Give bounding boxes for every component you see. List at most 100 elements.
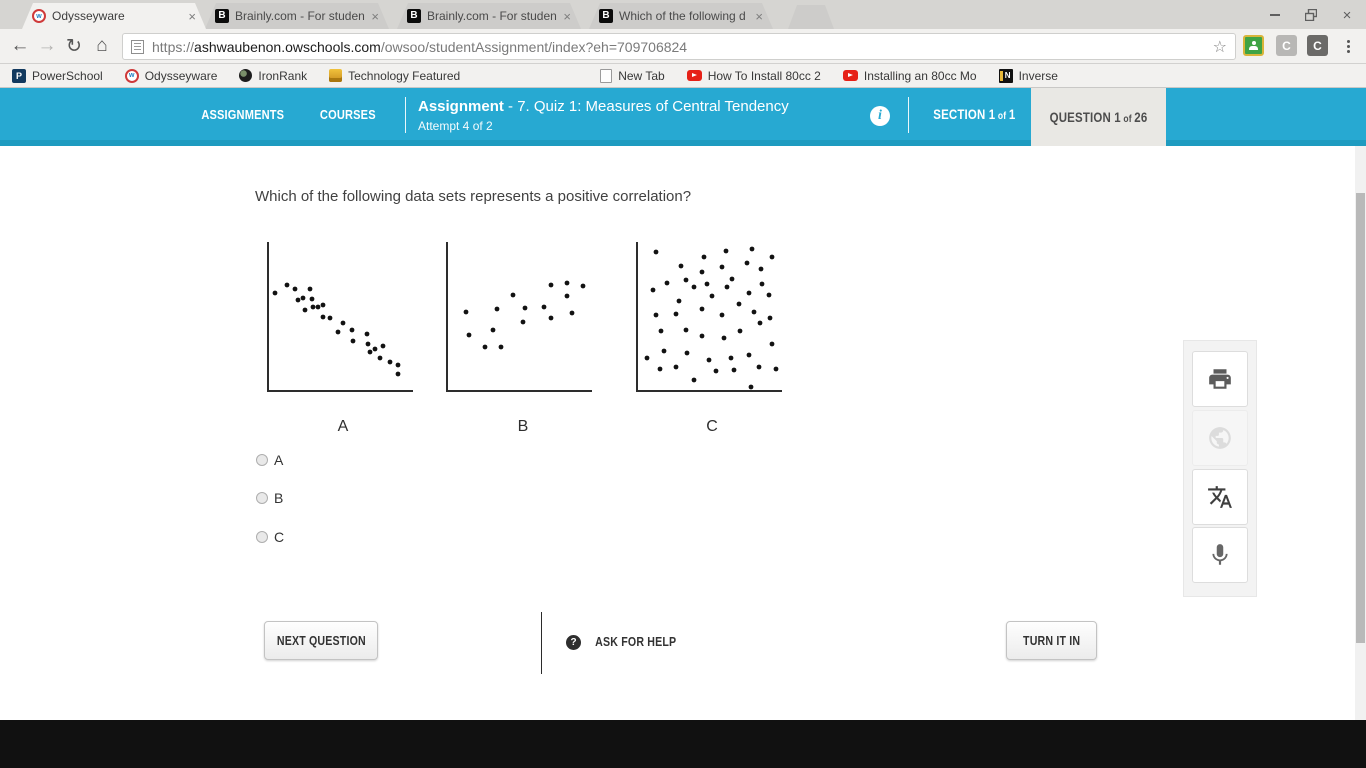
globe-button (1192, 410, 1248, 466)
radio-label-a[interactable]: A (274, 452, 284, 468)
radio-label-b[interactable]: B (274, 490, 284, 506)
tab-title: Brainly.com - For studen (427, 9, 557, 23)
blank-page-icon (600, 68, 613, 83)
minimize-icon[interactable] (1264, 6, 1286, 24)
bookmark-youtube-2[interactable]: Installing an 80cc Mo (842, 68, 977, 83)
bookmarks-bar: P PowerSchool w Odysseyware IronRank Tec… (0, 64, 1366, 88)
restore-icon[interactable] (1300, 6, 1322, 24)
url-scheme: https:// (152, 38, 195, 55)
classroom-extension-icon[interactable] (1243, 35, 1264, 56)
bookmark-new-tab[interactable]: New Tab (600, 68, 665, 83)
help-icon[interactable]: ? (566, 635, 581, 650)
close-tab-icon[interactable]: × (371, 8, 379, 24)
plot-label-c: C (706, 418, 718, 435)
chromeos-shelf: 11:33 US (0, 720, 1366, 768)
radio-option-a[interactable] (256, 454, 268, 466)
question-text: Which of the following data sets represe… (255, 188, 692, 205)
microphone-button[interactable] (1192, 527, 1248, 583)
url-text: https://ashwaubenon.owschools.com/owsoo/… (152, 39, 1205, 55)
url-path: /owsoo/studentAssignment/index?eh=709706… (380, 38, 688, 55)
bookmark-ironrank[interactable]: IronRank (239, 69, 307, 83)
bookmark-star-icon[interactable]: ☆ (1212, 38, 1227, 56)
tab-title: Brainly.com - For studen (235, 9, 365, 23)
close-tab-icon[interactable]: × (563, 8, 571, 24)
brainly-favicon-icon: B (407, 9, 421, 23)
tab-brainly-2[interactable]: B Brainly.com - For studen × (397, 3, 581, 29)
reload-icon[interactable]: ↻ (66, 35, 82, 57)
assignment-label: Assignment (418, 98, 504, 115)
assignment-title: - 7. Quiz 1: Measures of Central Tendenc… (503, 98, 789, 115)
radio-label-c[interactable]: C (274, 529, 285, 545)
header-divider (405, 97, 406, 133)
bookmark-youtube-1[interactable]: How To Install 80cc 2 (686, 69, 821, 83)
window-controls: × (1264, 6, 1358, 24)
forward-icon[interactable]: → (37, 35, 57, 56)
radio-option-b[interactable] (256, 492, 268, 504)
browser-tab-strip: w Odysseyware × B Brainly.com - For stud… (0, 0, 1366, 29)
chrome-menu-icon[interactable] (1347, 45, 1350, 48)
address-bar[interactable]: https://ashwaubenon.owschools.com/owsoo/… (122, 33, 1236, 60)
attempt-label: Attempt 4 of 2 (418, 119, 493, 133)
tab-section[interactable]: SECTION 1 of 1 (933, 106, 1016, 122)
tab-odysseyware[interactable]: w Odysseyware × (22, 3, 206, 29)
info-icon[interactable]: i (870, 106, 890, 126)
bookmark-label: IronRank (258, 68, 308, 83)
plot-label-b: B (517, 418, 529, 435)
print-button[interactable] (1192, 351, 1248, 407)
scatter-plot-c (636, 242, 782, 392)
powerschool-icon: P (12, 68, 26, 83)
bookmark-label: Installing an 80cc Mo (863, 68, 977, 83)
side-tool-panel (1183, 340, 1257, 597)
radio-option-c[interactable] (256, 531, 268, 543)
inverse-icon: N (998, 68, 1013, 83)
globe-icon (1209, 427, 1231, 449)
bookmark-odysseyware[interactable]: w Odysseyware (124, 68, 218, 83)
nav-courses[interactable]: COURSES (320, 106, 376, 122)
close-tab-icon[interactable]: × (755, 8, 763, 24)
close-window-icon[interactable]: × (1342, 6, 1352, 24)
new-tab-button[interactable] (788, 5, 834, 29)
next-question-button[interactable]: NEXT QUESTION (264, 621, 378, 660)
tab-title: Which of the following d (619, 9, 746, 23)
translate-button[interactable] (1192, 469, 1248, 525)
bookmark-label: New Tab (618, 68, 665, 83)
printer-icon (1209, 369, 1231, 389)
brainly-favicon-icon: B (215, 9, 229, 23)
close-tab-icon[interactable]: × (188, 8, 196, 24)
tab-brainly-1[interactable]: B Brainly.com - For studen × (205, 3, 389, 29)
header-shade (0, 140, 1366, 146)
brainly-favicon-icon: B (599, 9, 613, 23)
browser-toolbar: ← → ↻ ⌂ https://ashwaubenon.owschools.co… (0, 29, 1366, 64)
footer-divider (541, 612, 542, 674)
bookmark-powerschool[interactable]: P PowerSchool (12, 68, 103, 83)
header-divider (908, 97, 909, 133)
translate-icon (1208, 486, 1232, 508)
turn-it-in-button[interactable]: TURN IT IN (1006, 621, 1097, 660)
ask-for-help-button[interactable]: ASK FOR HELP (595, 635, 677, 649)
youtube-icon (686, 70, 702, 81)
home-icon[interactable]: ⌂ (96, 35, 108, 56)
technology-icon (329, 69, 343, 82)
bookmark-inverse[interactable]: N Inverse (998, 68, 1058, 83)
odysseyware-icon: w (124, 68, 139, 83)
bookmark-label: PowerSchool (32, 68, 103, 83)
plot-label-a: A (337, 418, 349, 435)
bookmark-label: Odysseyware (144, 68, 218, 83)
tab-question[interactable]: QUESTION 1 of 26 (1031, 88, 1166, 146)
extension-c-light-icon[interactable]: C (1276, 35, 1297, 56)
url-domain: ashwaubenon.owschools.com (194, 38, 381, 55)
page-info-icon[interactable] (131, 39, 144, 54)
bookmark-technology-featured[interactable]: Technology Featured (329, 69, 460, 83)
person-icon (1248, 41, 1259, 50)
nav-assignments[interactable]: ASSIGNMENTS (201, 106, 285, 122)
scrollbar-thumb[interactable] (1356, 193, 1365, 643)
back-icon[interactable]: ← (10, 35, 30, 56)
scatter-plot-b (446, 242, 592, 392)
tab-question[interactable]: B Which of the following d × (589, 3, 773, 29)
scatter-plot-a (267, 242, 413, 392)
youtube-icon (842, 70, 858, 81)
lms-header: ASSIGNMENTS COURSES Assignment - 7. Quiz… (0, 88, 1366, 146)
extension-c-dark-icon[interactable]: C (1307, 35, 1328, 56)
assignment-title-block: Assignment - 7. Quiz 1: Measures of Cent… (418, 98, 789, 133)
